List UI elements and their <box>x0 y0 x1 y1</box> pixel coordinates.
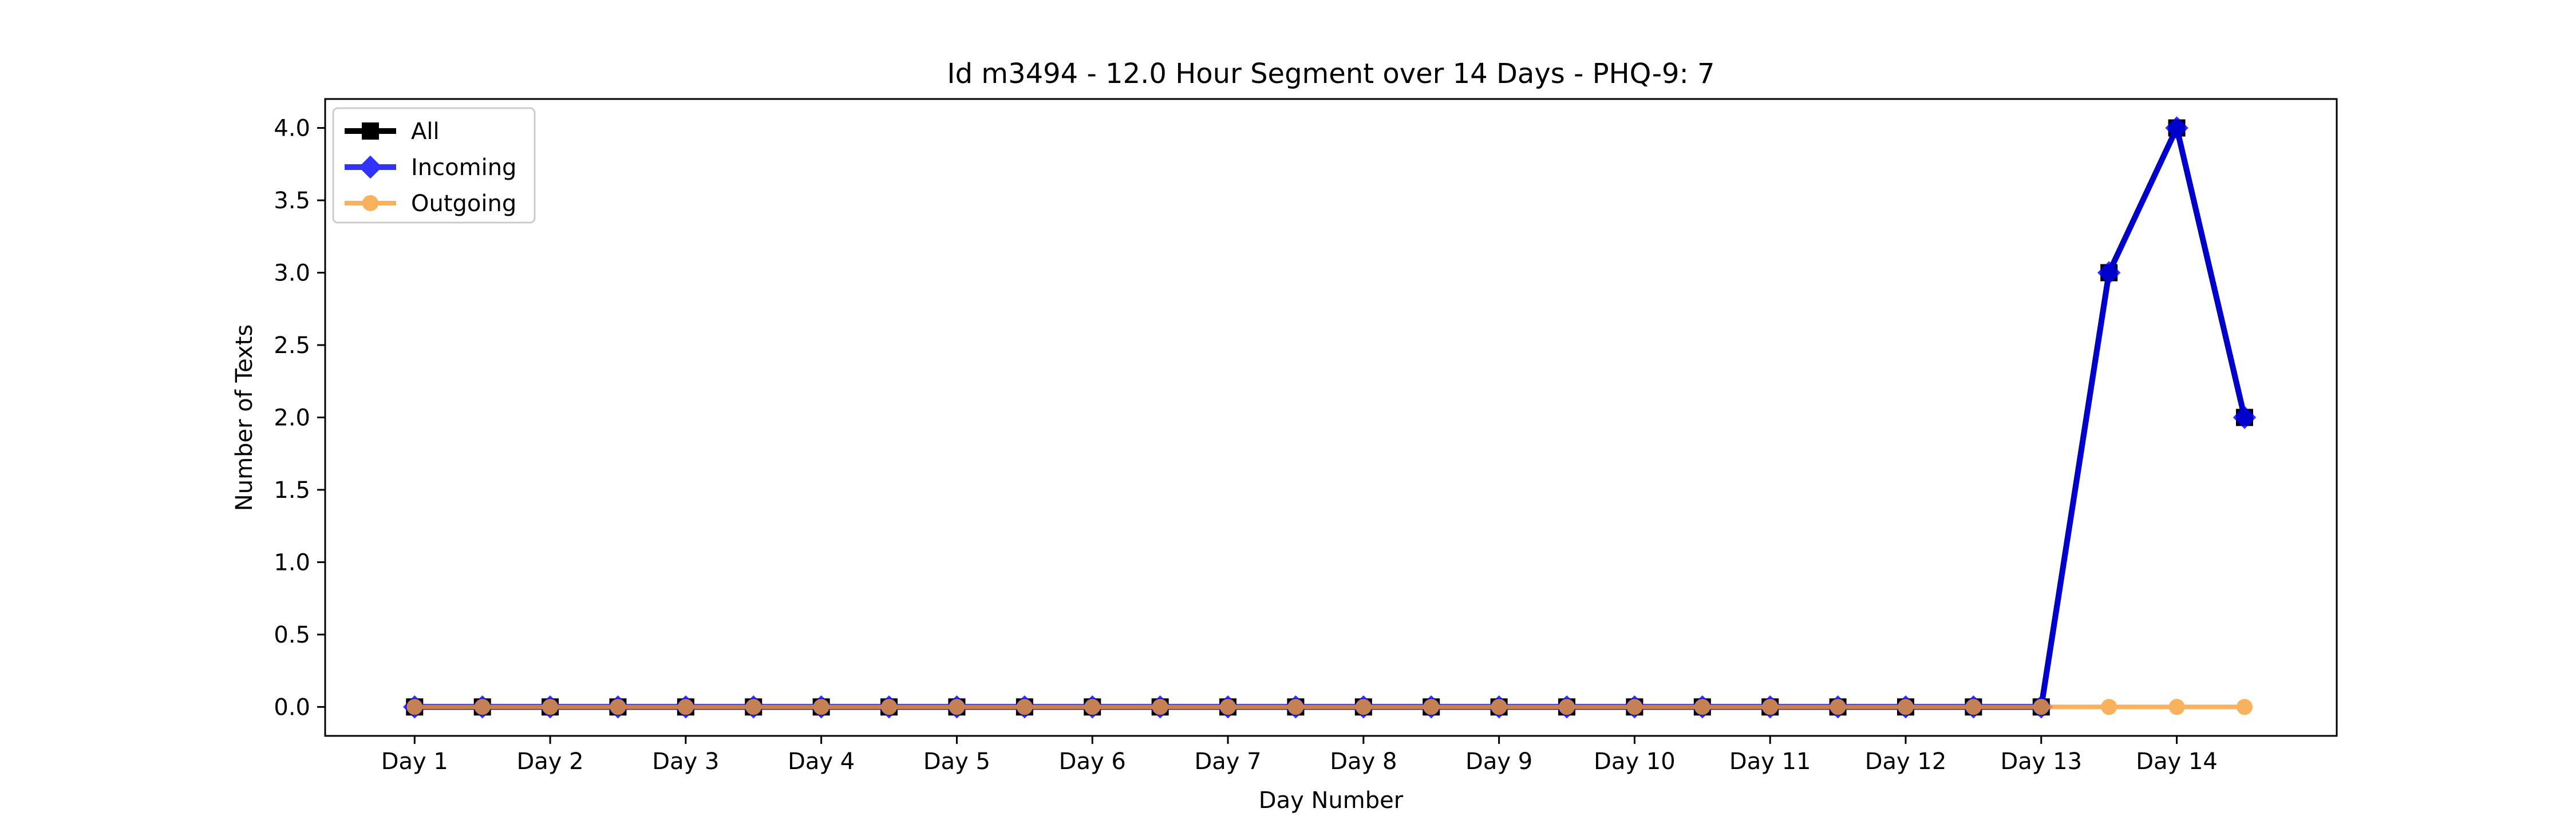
data-point <box>1152 699 1168 715</box>
data-point <box>2236 699 2253 715</box>
data-point <box>1762 699 1779 715</box>
y-tick-label: 2.5 <box>274 332 310 359</box>
y-tick-label: 3.0 <box>274 260 310 287</box>
legend-item <box>345 195 396 211</box>
data-point <box>610 699 626 715</box>
x-tick-label: Day 9 <box>1465 748 1532 775</box>
plot-frame <box>324 98 2338 737</box>
series-outgoing <box>406 699 2253 715</box>
x-tick-label: Day 2 <box>516 748 583 775</box>
y-axis-label: Number of Texts <box>231 324 258 511</box>
data-point <box>813 699 829 715</box>
data-point <box>2033 699 2049 715</box>
legend-label: All <box>411 118 440 145</box>
x-tick-label: Day 8 <box>1330 748 1397 775</box>
legend-box <box>332 107 536 224</box>
data-point <box>1220 699 1236 715</box>
y-tick-label: 3.5 <box>274 188 310 214</box>
legend: All Incoming Outgoing <box>332 107 536 224</box>
y-tick-label: 2.0 <box>274 405 310 431</box>
data-point <box>881 699 898 715</box>
data-point <box>1694 699 1710 715</box>
x-tick-label: Day 5 <box>923 748 990 775</box>
data-point <box>1898 699 1914 715</box>
x-tick-label: Day 11 <box>1729 748 1811 775</box>
data-point <box>1559 699 1575 715</box>
data-point <box>406 699 423 715</box>
y-tick-label: 1.0 <box>274 549 310 576</box>
data-point <box>1965 699 1982 715</box>
legend-item <box>345 122 396 140</box>
data-point <box>2165 116 2188 140</box>
x-tick-label: Day 12 <box>1865 748 1947 775</box>
data-point <box>677 699 694 715</box>
data-point <box>542 699 559 715</box>
data-point <box>474 699 491 715</box>
y-tick-label: 0.5 <box>274 622 310 648</box>
x-tick-label: Day 1 <box>381 748 448 775</box>
x-tick-label: Day 7 <box>1194 748 1261 775</box>
data-point <box>1423 699 1440 715</box>
data-point <box>1830 699 1846 715</box>
data-point <box>1355 699 1372 715</box>
x-tick-label: Day 6 <box>1059 748 1126 775</box>
x-axis-label: Day Number <box>1259 787 1404 814</box>
legend-marker <box>362 122 379 140</box>
data-point <box>2233 406 2257 429</box>
data-point <box>2097 261 2121 284</box>
legend-item <box>345 155 396 179</box>
x-tick-label: Day 10 <box>1594 748 1676 775</box>
data-point <box>1016 699 1033 715</box>
data-point <box>1491 699 1507 715</box>
data-point <box>1084 699 1101 715</box>
data-point <box>1287 699 1304 715</box>
x-tick-label: Day 4 <box>788 748 855 775</box>
legend-label: Outgoing <box>411 191 516 217</box>
chart-title: Id m3494 - 12.0 Hour Segment over 14 Day… <box>947 58 1714 90</box>
y-tick-label: 0.0 <box>274 694 310 720</box>
series-group <box>403 116 2257 719</box>
y-tick-label: 1.5 <box>274 477 310 504</box>
data-point <box>2168 699 2185 715</box>
legend-marker <box>362 195 378 211</box>
data-point <box>1626 699 1643 715</box>
data-point <box>949 699 965 715</box>
legend-marker <box>358 155 382 179</box>
y-tick-label: 4.0 <box>274 116 310 142</box>
data-point <box>2101 699 2117 715</box>
axes: Day 1 Day 2 Day 3 Day 4 Day 5 Day 6 Day 7 Day 8… <box>274 116 2218 775</box>
x-tick-label: Day 3 <box>652 748 719 775</box>
x-tick-label: Day 14 <box>2136 748 2218 775</box>
x-tick-label: Day 13 <box>2000 748 2082 775</box>
data-point <box>745 699 762 715</box>
legend-label: Incoming <box>411 154 516 181</box>
